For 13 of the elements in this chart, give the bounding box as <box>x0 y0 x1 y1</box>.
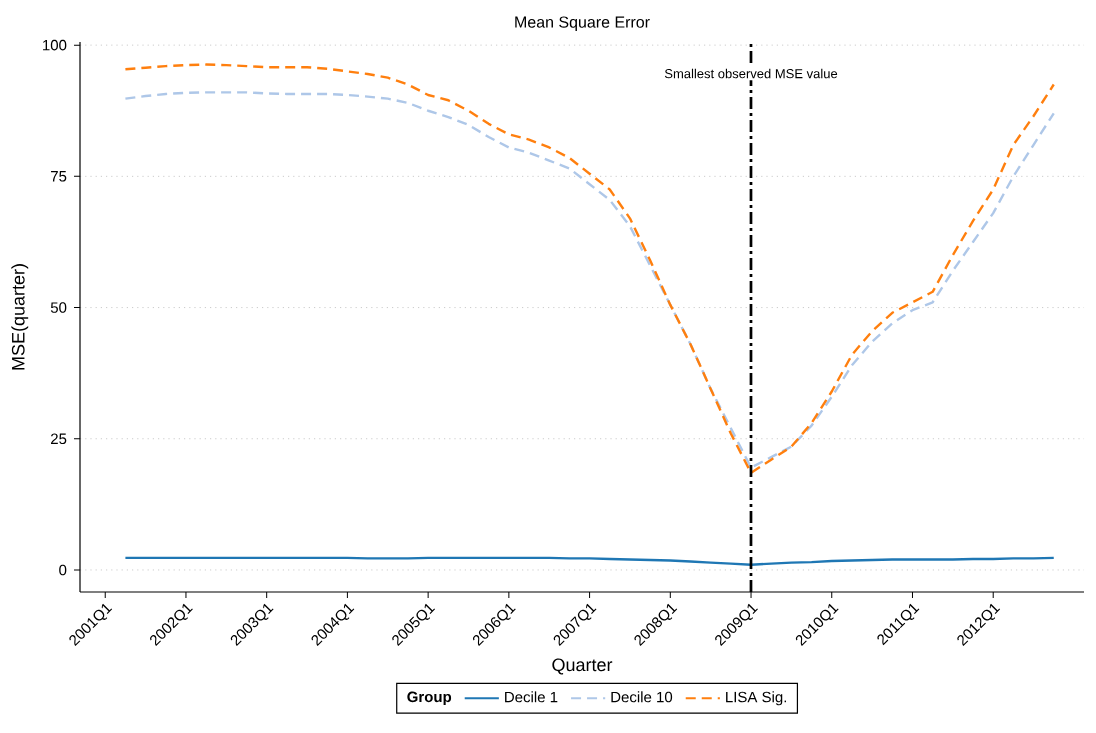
y-tick-label: 0 <box>59 564 67 576</box>
legend-label: Decile 1 <box>505 691 558 703</box>
legend-label: Decile 10 <box>611 691 673 703</box>
y-tick-label: 100 <box>43 39 67 51</box>
y-tick-label: 25 <box>51 433 67 445</box>
ref-line-label: Smallest observed MSE value <box>664 68 838 79</box>
chart-title: Mean Square Error <box>515 16 650 31</box>
y-axis-title: MSE(quarter) <box>11 264 29 370</box>
y-tick-label: 75 <box>51 171 67 182</box>
y-tick-label: 50 <box>50 302 67 313</box>
legend-label: LISA Sig. <box>726 691 787 706</box>
legend-title: Group <box>407 691 452 706</box>
x-axis-title: Quarter <box>552 658 613 675</box>
